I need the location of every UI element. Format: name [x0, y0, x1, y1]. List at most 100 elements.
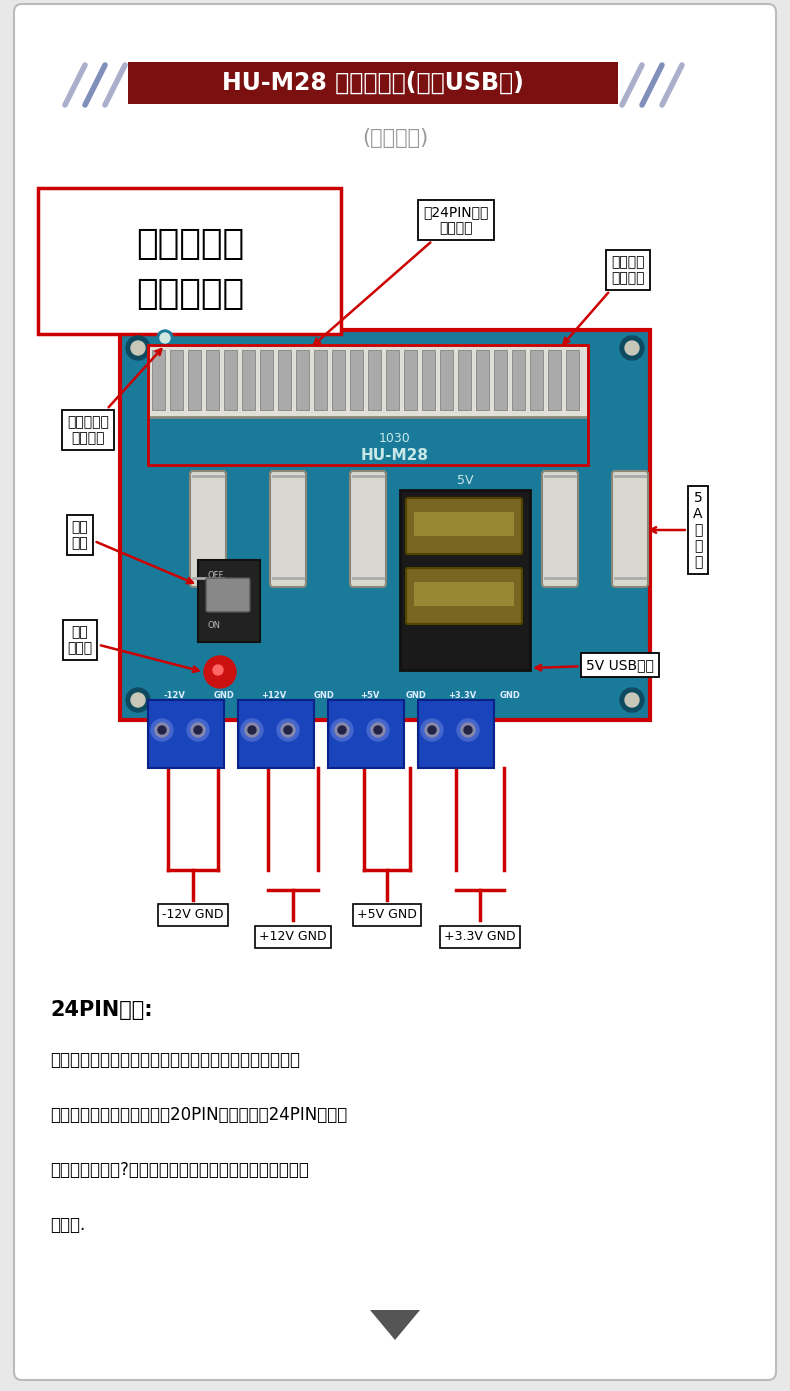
- FancyBboxPatch shape: [242, 351, 255, 410]
- Circle shape: [367, 719, 389, 741]
- FancyBboxPatch shape: [404, 351, 417, 410]
- FancyBboxPatch shape: [314, 351, 327, 410]
- Text: 5V: 5V: [457, 473, 473, 487]
- FancyBboxPatch shape: [548, 351, 561, 410]
- Text: 电源
指示灯: 电源 指示灯: [67, 625, 198, 672]
- Text: 1030: 1030: [379, 431, 411, 445]
- FancyBboxPatch shape: [350, 472, 386, 587]
- FancyBboxPatch shape: [476, 351, 489, 410]
- FancyBboxPatch shape: [148, 345, 588, 417]
- FancyBboxPatch shape: [148, 700, 224, 768]
- Circle shape: [151, 719, 173, 741]
- FancyBboxPatch shape: [512, 351, 525, 410]
- Circle shape: [461, 723, 475, 737]
- Text: (产品功能): (产品功能): [362, 128, 428, 147]
- FancyBboxPatch shape: [206, 351, 219, 410]
- Text: 非24PIN端口
此处留空: 非24PIN端口 此处留空: [314, 204, 489, 345]
- Circle shape: [191, 723, 205, 737]
- Circle shape: [335, 723, 349, 737]
- Circle shape: [187, 719, 209, 741]
- Circle shape: [204, 657, 236, 689]
- Circle shape: [158, 726, 166, 734]
- Text: 在电脑主机中为电脑主板供电，通常情况下此端口是并在: 在电脑主机中为电脑主板供电，通常情况下此端口是并在: [50, 1052, 300, 1070]
- FancyBboxPatch shape: [260, 351, 273, 410]
- Text: 24PIN端口:: 24PIN端口:: [50, 1000, 152, 1020]
- FancyBboxPatch shape: [368, 351, 381, 410]
- Text: 5
A
保
险
丝: 5 A 保 险 丝: [651, 491, 703, 569]
- FancyBboxPatch shape: [206, 579, 250, 612]
- Circle shape: [425, 723, 439, 737]
- Circle shape: [157, 330, 173, 346]
- Text: 请留意.: 请留意.: [50, 1216, 85, 1234]
- FancyBboxPatch shape: [418, 700, 494, 768]
- FancyBboxPatch shape: [224, 351, 237, 410]
- FancyBboxPatch shape: [14, 4, 776, 1380]
- Text: GND: GND: [314, 690, 334, 700]
- FancyBboxPatch shape: [278, 351, 291, 410]
- Text: +5V GND: +5V GND: [357, 908, 417, 921]
- Circle shape: [126, 337, 150, 360]
- Circle shape: [625, 341, 639, 355]
- FancyBboxPatch shape: [566, 351, 579, 410]
- FancyBboxPatch shape: [120, 330, 650, 721]
- Text: OFF: OFF: [208, 570, 224, 580]
- FancyBboxPatch shape: [128, 63, 618, 104]
- Text: ON: ON: [208, 620, 221, 630]
- Circle shape: [371, 723, 385, 737]
- Text: +3.3V GND: +3.3V GND: [444, 931, 516, 943]
- FancyBboxPatch shape: [414, 581, 514, 606]
- FancyBboxPatch shape: [612, 472, 648, 587]
- Text: GND: GND: [499, 690, 521, 700]
- Circle shape: [338, 726, 346, 734]
- FancyBboxPatch shape: [152, 351, 165, 410]
- Circle shape: [194, 726, 202, 734]
- FancyBboxPatch shape: [440, 351, 453, 410]
- Text: +12V: +12V: [261, 690, 287, 700]
- Text: +3.3V: +3.3V: [448, 690, 476, 700]
- Text: +12V GND: +12V GND: [259, 931, 327, 943]
- Text: 拨动
开关: 拨动 开关: [72, 520, 193, 583]
- Text: +5V: +5V: [360, 690, 380, 700]
- FancyBboxPatch shape: [386, 351, 399, 410]
- Text: 插线从标记
点处插起: 插线从标记 点处插起: [67, 349, 161, 445]
- Circle shape: [625, 693, 639, 707]
- FancyBboxPatch shape: [494, 351, 507, 410]
- FancyBboxPatch shape: [198, 561, 260, 643]
- FancyBboxPatch shape: [38, 188, 341, 334]
- FancyBboxPatch shape: [332, 351, 345, 410]
- FancyBboxPatch shape: [190, 472, 226, 587]
- Circle shape: [374, 726, 382, 734]
- FancyBboxPatch shape: [406, 568, 522, 625]
- Circle shape: [131, 693, 145, 707]
- Circle shape: [457, 719, 479, 741]
- FancyBboxPatch shape: [414, 512, 514, 536]
- FancyBboxPatch shape: [238, 700, 314, 768]
- Circle shape: [284, 726, 292, 734]
- FancyBboxPatch shape: [458, 351, 471, 410]
- FancyBboxPatch shape: [530, 351, 543, 410]
- FancyBboxPatch shape: [406, 498, 522, 554]
- Circle shape: [248, 726, 256, 734]
- FancyBboxPatch shape: [125, 335, 645, 715]
- Text: 电脑电源
接线插口: 电脑电源 接线插口: [563, 255, 645, 344]
- Text: GND: GND: [213, 690, 235, 700]
- Text: GND: GND: [405, 690, 427, 700]
- FancyBboxPatch shape: [542, 472, 578, 587]
- Text: 升级版电脑: 升级版电脑: [136, 227, 244, 262]
- Text: 口需要怎么插线?插口从电路板上的原点标记处插起，使用: 口需要怎么插线?插口从电路板上的原点标记处插起，使用: [50, 1161, 309, 1180]
- Text: HU-M28 取电板模块(迷你USB板): HU-M28 取电板模块(迷你USB板): [222, 71, 524, 95]
- FancyBboxPatch shape: [170, 351, 183, 410]
- Circle shape: [131, 341, 145, 355]
- Text: -12V GND: -12V GND: [162, 908, 224, 921]
- Text: HU-M28: HU-M28: [361, 448, 429, 463]
- Circle shape: [620, 689, 644, 712]
- FancyBboxPatch shape: [350, 351, 363, 410]
- Circle shape: [213, 665, 223, 675]
- Text: 电源取电板: 电源取电板: [136, 277, 244, 312]
- Circle shape: [620, 337, 644, 360]
- Circle shape: [241, 719, 263, 741]
- Polygon shape: [370, 1310, 420, 1340]
- Text: -12V: -12V: [163, 690, 185, 700]
- Circle shape: [245, 723, 259, 737]
- Circle shape: [421, 719, 443, 741]
